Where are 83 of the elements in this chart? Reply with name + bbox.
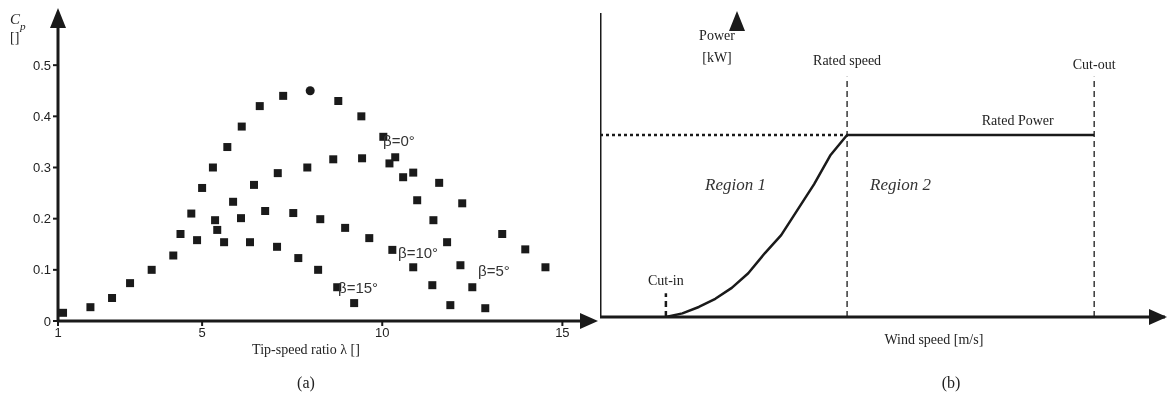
- x-axis-title: Wind speed [m/s]: [884, 332, 984, 347]
- text: (b): [941, 374, 961, 392]
- point: [198, 183, 207, 192]
- point: [273, 169, 282, 178]
- annotation: Region 1: [704, 175, 766, 194]
- series-label: β=0°: [383, 132, 415, 149]
- point: [435, 178, 444, 187]
- text: (a): [297, 374, 315, 392]
- y-axis-title: Power [kW]: [699, 28, 736, 65]
- point: [413, 196, 422, 205]
- text: Cut-out: [1072, 56, 1116, 72]
- series-label: β=10°: [398, 244, 439, 261]
- point: [59, 308, 68, 317]
- point: [193, 236, 202, 245]
- point: [126, 279, 135, 288]
- x-tick-label: 5: [198, 325, 206, 341]
- point: [316, 215, 325, 224]
- y-tick-label: 0: [43, 313, 51, 329]
- point: [456, 261, 465, 270]
- y-tick-label: 0.5: [32, 57, 51, 73]
- point: [388, 245, 397, 254]
- point: [211, 216, 220, 225]
- point: [294, 254, 303, 263]
- point: [458, 199, 467, 208]
- point: [220, 238, 229, 247]
- point: [314, 265, 323, 274]
- x-axis-title: Tip-speed ratio λ []: [252, 342, 360, 357]
- point: [147, 265, 156, 274]
- point: [249, 180, 258, 189]
- point: [357, 112, 366, 121]
- point: [279, 91, 288, 100]
- point: [428, 281, 437, 290]
- point: [237, 122, 246, 131]
- x-tick-label: 1: [54, 325, 62, 341]
- point: [237, 214, 246, 223]
- point: [350, 299, 359, 308]
- point: [443, 238, 452, 247]
- text: Rated speed: [813, 52, 882, 68]
- point: [187, 209, 196, 218]
- point: [429, 216, 438, 225]
- series-label: β=15°: [338, 279, 379, 296]
- point: [208, 163, 217, 172]
- point: [481, 304, 490, 313]
- point: [169, 251, 178, 260]
- point: [273, 242, 282, 251]
- point: [176, 230, 185, 239]
- point: [86, 303, 95, 312]
- point: [391, 153, 400, 162]
- point: [498, 230, 507, 239]
- point: [334, 96, 343, 105]
- point: [289, 209, 298, 218]
- y-axis-title: C$_{p}$ []: [10, 11, 27, 45]
- x-tick-label: 15: [555, 325, 570, 341]
- point: [246, 238, 255, 247]
- point: [223, 143, 232, 152]
- y-tick-label: 0.2: [32, 211, 51, 227]
- point: [229, 197, 238, 206]
- point: [365, 234, 374, 243]
- text: Cut-in: [648, 273, 684, 289]
- point: [213, 225, 222, 234]
- point: [385, 159, 394, 168]
- point: [468, 283, 477, 292]
- y-tick-label: 0.3: [32, 160, 51, 176]
- point: [329, 155, 338, 164]
- point: [399, 173, 408, 182]
- point: [341, 223, 350, 232]
- point: [409, 168, 418, 177]
- point: [521, 245, 530, 254]
- point: [261, 206, 270, 215]
- point: [255, 102, 264, 111]
- series-label: β=5°: [478, 262, 510, 279]
- point: [446, 301, 455, 310]
- point: [305, 86, 315, 96]
- y-tick-label: 0.4: [32, 108, 51, 124]
- annotation: Region 2: [869, 175, 932, 194]
- y-tick-label: 0.1: [32, 262, 51, 278]
- point: [541, 263, 550, 272]
- point: [108, 293, 117, 302]
- x-tick-label: 10: [375, 325, 390, 341]
- point: [358, 154, 367, 163]
- text: Rated Power: [981, 112, 1055, 128]
- point: [409, 263, 418, 272]
- point: [303, 163, 312, 172]
